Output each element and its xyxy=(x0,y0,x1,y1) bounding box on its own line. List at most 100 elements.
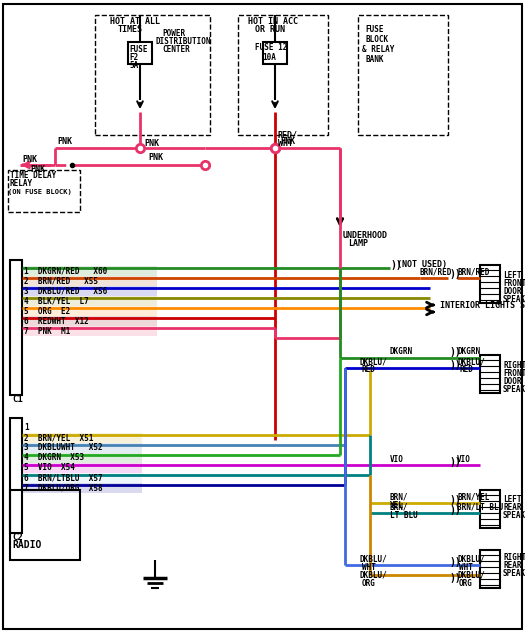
Text: )): )) xyxy=(449,347,461,357)
Text: 3  DKBLU/RED   X56: 3 DKBLU/RED X56 xyxy=(24,286,107,296)
Text: 1  DKGRN/RED   X60: 1 DKGRN/RED X60 xyxy=(24,267,107,276)
Text: )): )) xyxy=(449,495,461,505)
Text: 7  DKBLU/ORG  X58: 7 DKBLU/ORG X58 xyxy=(24,483,102,492)
Text: PNK: PNK xyxy=(148,154,163,162)
Bar xyxy=(10,260,22,395)
Text: 5  VIO  X54: 5 VIO X54 xyxy=(24,463,75,473)
Text: )): )) xyxy=(449,269,461,279)
Text: RELAY: RELAY xyxy=(10,179,33,188)
Bar xyxy=(22,443,142,453)
Text: DKGRN: DKGRN xyxy=(390,348,413,356)
Text: (ON FUSE BLOCK): (ON FUSE BLOCK) xyxy=(8,189,72,195)
Bar xyxy=(22,266,157,276)
Text: DISTRIBUTION: DISTRIBUTION xyxy=(155,37,211,46)
Bar xyxy=(480,490,500,528)
Bar xyxy=(22,306,157,316)
Text: )): )) xyxy=(449,360,461,370)
Text: BLOCK: BLOCK xyxy=(365,35,388,44)
Bar xyxy=(22,433,142,443)
Text: VIO: VIO xyxy=(457,454,471,463)
Text: 2  BRN/YEL  X51: 2 BRN/YEL X51 xyxy=(24,434,93,442)
Text: 7  PNK  M1: 7 PNK M1 xyxy=(24,327,70,336)
Text: & RELAY: & RELAY xyxy=(362,46,394,54)
Text: )): )) xyxy=(449,573,461,583)
Text: HOT AT ALL: HOT AT ALL xyxy=(110,18,160,27)
Text: C1: C1 xyxy=(12,396,23,404)
Text: WHT: WHT xyxy=(459,562,473,571)
Text: 4  BLK/YEL  L7: 4 BLK/YEL L7 xyxy=(24,296,89,305)
Text: SPEAKER: SPEAKER xyxy=(503,511,525,521)
Text: 2  BRN/RED   X55: 2 BRN/RED X55 xyxy=(24,277,98,286)
Text: REAR: REAR xyxy=(503,504,521,513)
Text: ORG: ORG xyxy=(459,578,473,588)
Text: FRONT: FRONT xyxy=(503,279,525,288)
Bar xyxy=(22,326,157,336)
Text: DKBLU/: DKBLU/ xyxy=(457,571,485,580)
Text: 6  BRN/LTBLU  X57: 6 BRN/LTBLU X57 xyxy=(24,473,102,482)
Bar xyxy=(480,550,500,588)
Text: RADIO: RADIO xyxy=(12,540,41,550)
Text: WHT: WHT xyxy=(278,138,293,147)
Text: DKBLU/: DKBLU/ xyxy=(360,358,388,367)
Text: RED: RED xyxy=(459,365,473,375)
Bar xyxy=(10,418,22,533)
Text: LEFT: LEFT xyxy=(503,495,521,504)
Text: RIGHT: RIGHT xyxy=(503,360,525,370)
Text: WHT: WHT xyxy=(362,562,376,571)
Text: RIGHT: RIGHT xyxy=(503,554,525,562)
Text: OR RUN: OR RUN xyxy=(255,25,285,35)
Text: 3  DKBLUWHT   X52: 3 DKBLUWHT X52 xyxy=(24,444,102,453)
Bar xyxy=(480,265,500,303)
Text: TIMES: TIMES xyxy=(118,25,143,35)
Bar xyxy=(95,15,210,135)
Text: BRN/: BRN/ xyxy=(390,492,408,502)
Text: )): )) xyxy=(449,557,461,567)
Text: BRN/: BRN/ xyxy=(390,502,408,511)
Text: PNK: PNK xyxy=(57,138,72,147)
Text: RED: RED xyxy=(362,365,376,375)
Text: POWER: POWER xyxy=(162,28,185,37)
Text: FUSE: FUSE xyxy=(129,46,148,54)
Text: BRN/RED: BRN/RED xyxy=(420,267,453,277)
Text: SPEAKER: SPEAKER xyxy=(503,295,525,303)
Bar xyxy=(22,473,142,483)
Text: PNK: PNK xyxy=(280,138,295,147)
Text: BRN/YEL: BRN/YEL xyxy=(457,492,489,502)
Text: 6  REDWHT  X12: 6 REDWHT X12 xyxy=(24,317,89,325)
Bar xyxy=(22,463,142,473)
Text: (NOT USED): (NOT USED) xyxy=(397,260,447,269)
Text: 5A: 5A xyxy=(129,61,138,71)
Text: TIME DELAY: TIME DELAY xyxy=(10,171,56,181)
Text: F2: F2 xyxy=(129,54,138,63)
Text: PNK: PNK xyxy=(144,138,159,147)
Bar xyxy=(22,316,157,326)
Text: DKBLU/: DKBLU/ xyxy=(457,554,485,564)
Text: LAMP: LAMP xyxy=(348,238,368,248)
Text: 10A: 10A xyxy=(262,52,276,61)
Text: DKBLU/: DKBLU/ xyxy=(360,554,388,564)
Text: INTERIOR LIGHTS SYSTEM: INTERIOR LIGHTS SYSTEM xyxy=(440,301,525,310)
Bar xyxy=(22,276,157,286)
Bar xyxy=(22,296,157,306)
Text: HOT IN ACC: HOT IN ACC xyxy=(248,18,298,27)
Text: )): )) xyxy=(449,505,461,515)
Text: SPEAKER: SPEAKER xyxy=(503,569,525,578)
Text: PNK: PNK xyxy=(22,154,37,164)
Text: DKBLU/: DKBLU/ xyxy=(457,358,485,367)
Bar xyxy=(238,15,328,135)
Text: VIO: VIO xyxy=(390,454,404,463)
Text: BRN/LT BLU: BRN/LT BLU xyxy=(457,502,503,511)
Text: LEFT: LEFT xyxy=(503,270,521,279)
Text: CENTER: CENTER xyxy=(162,44,190,54)
Text: REAR: REAR xyxy=(503,561,521,571)
Text: BRN/RED: BRN/RED xyxy=(458,267,490,277)
Bar xyxy=(128,42,152,64)
Text: YEL: YEL xyxy=(390,501,404,509)
Bar xyxy=(8,170,80,212)
Text: BANK: BANK xyxy=(365,56,383,64)
Text: FUSE 12: FUSE 12 xyxy=(255,42,287,51)
Text: LT BLU: LT BLU xyxy=(390,511,418,520)
Bar xyxy=(22,453,142,463)
Text: )): )) xyxy=(390,260,402,270)
Bar xyxy=(22,286,157,296)
